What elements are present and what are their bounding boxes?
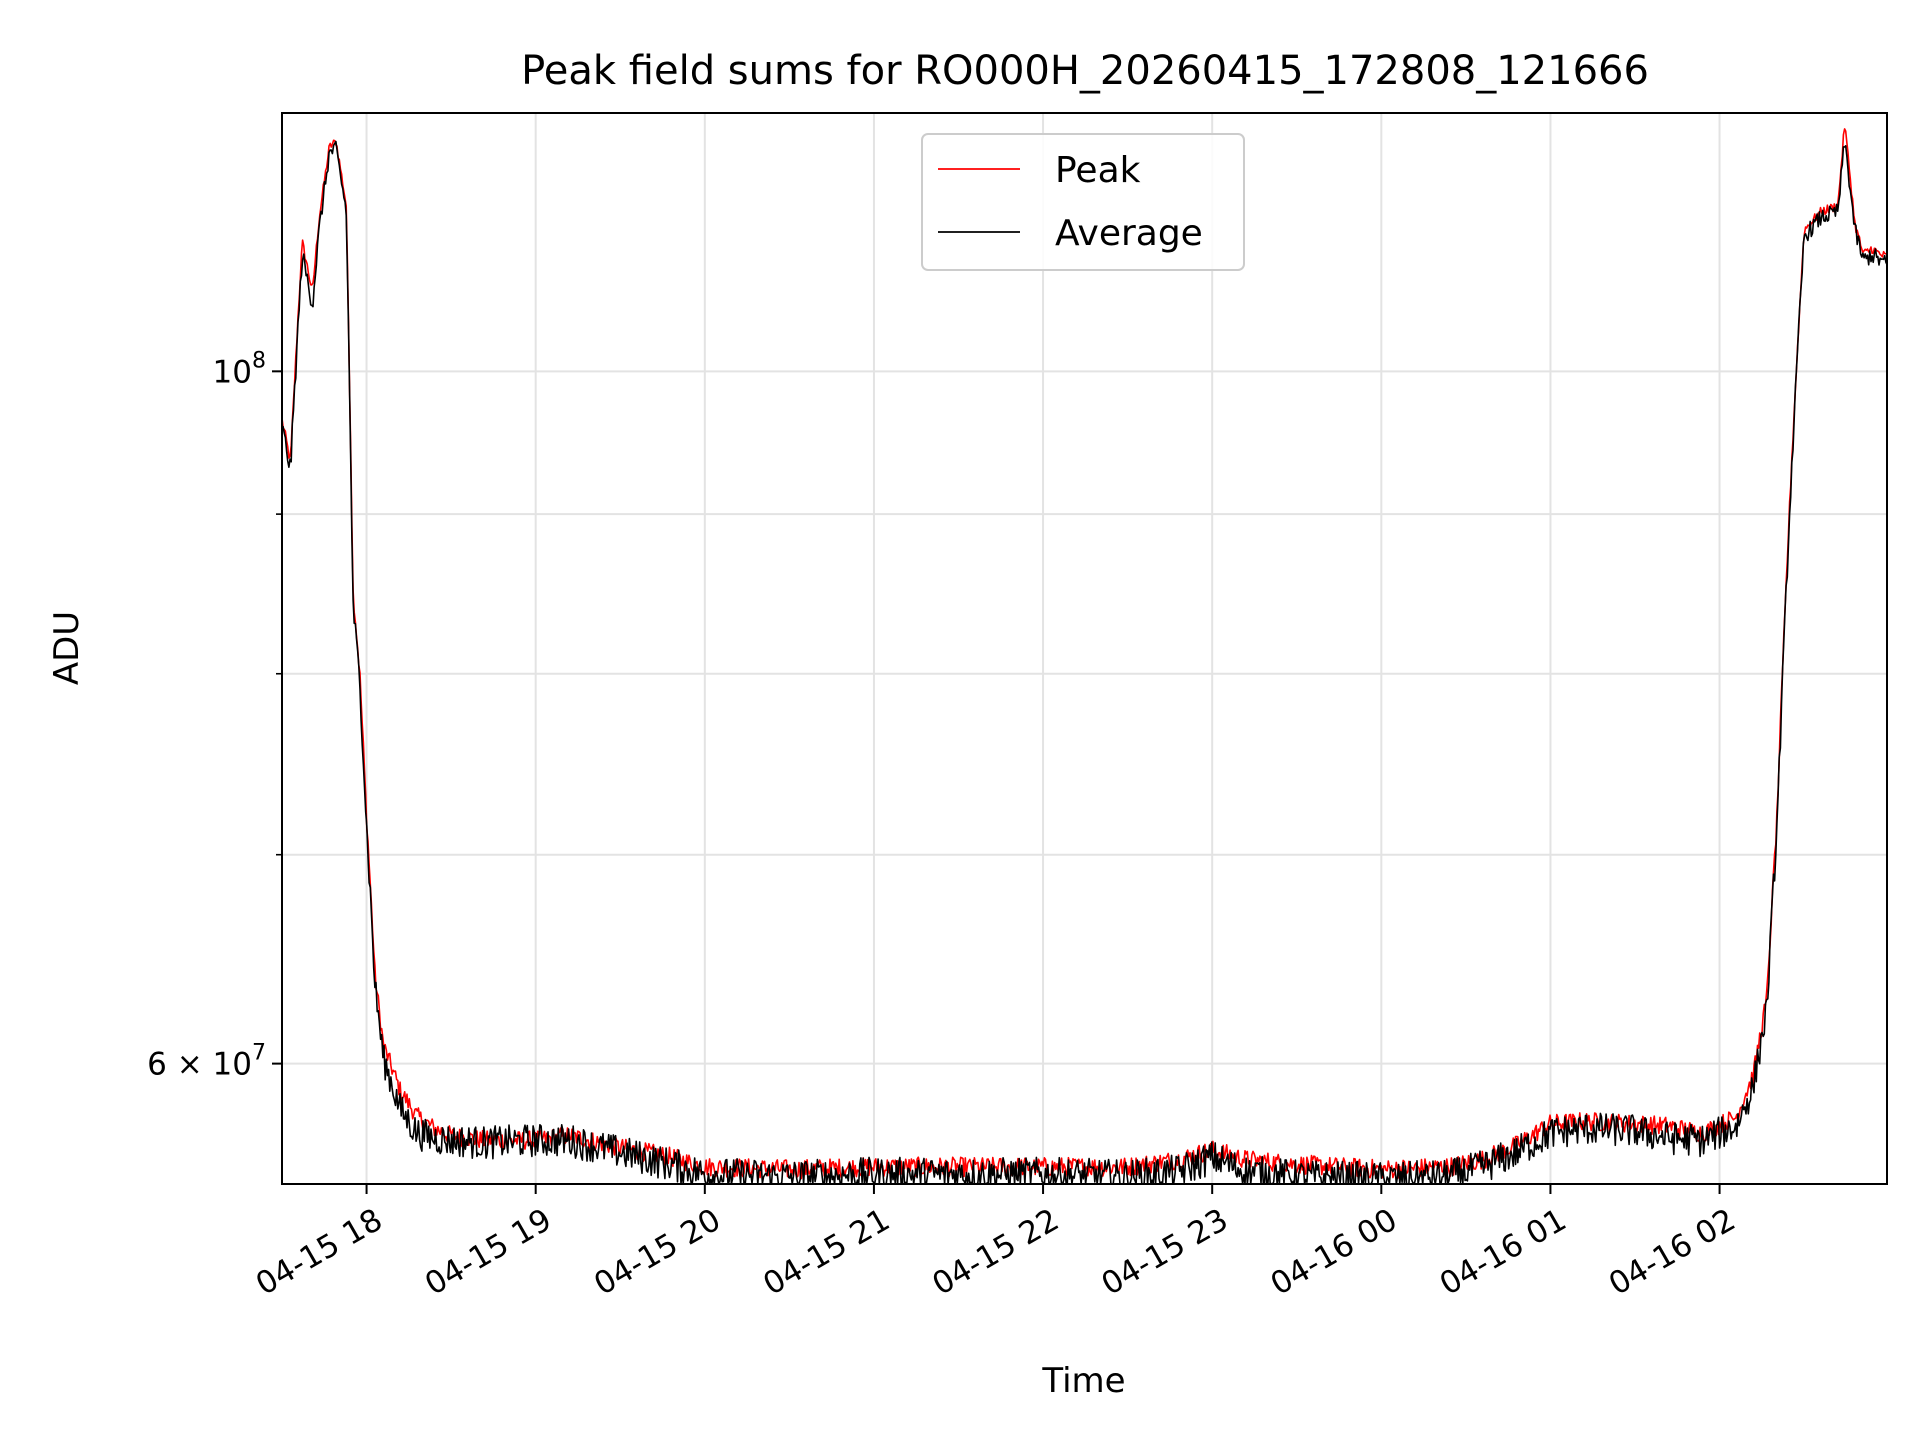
y-axis: 6 × 107 108	[147, 348, 282, 1083]
series-layer	[281, 128, 1888, 1185]
y-tick-exponent: 8	[252, 348, 266, 373]
legend-label-peak: Peak	[1055, 150, 1141, 191]
y-axis-label: ADU	[47, 611, 87, 685]
legend-box	[921, 133, 1245, 271]
y-tick-base: 6 × 10	[147, 1047, 252, 1083]
y-tick-exponent: 7	[252, 1041, 266, 1066]
legend-label-average: Average	[1055, 213, 1203, 254]
chart-title: Peak field sums for RO000H_20260415_1728…	[521, 48, 1649, 94]
y-tick-label: 108	[213, 348, 266, 390]
y-tick-base: 10	[213, 354, 252, 390]
x-axis-label: Time	[1041, 1361, 1125, 1401]
plot-area-frame	[281, 112, 1888, 1185]
series-line-average	[281, 140, 1888, 1185]
grid-lines	[282, 113, 1887, 1184]
legend: Peak Average	[921, 133, 1245, 271]
y-tick-label: 6 × 107	[147, 1041, 266, 1083]
